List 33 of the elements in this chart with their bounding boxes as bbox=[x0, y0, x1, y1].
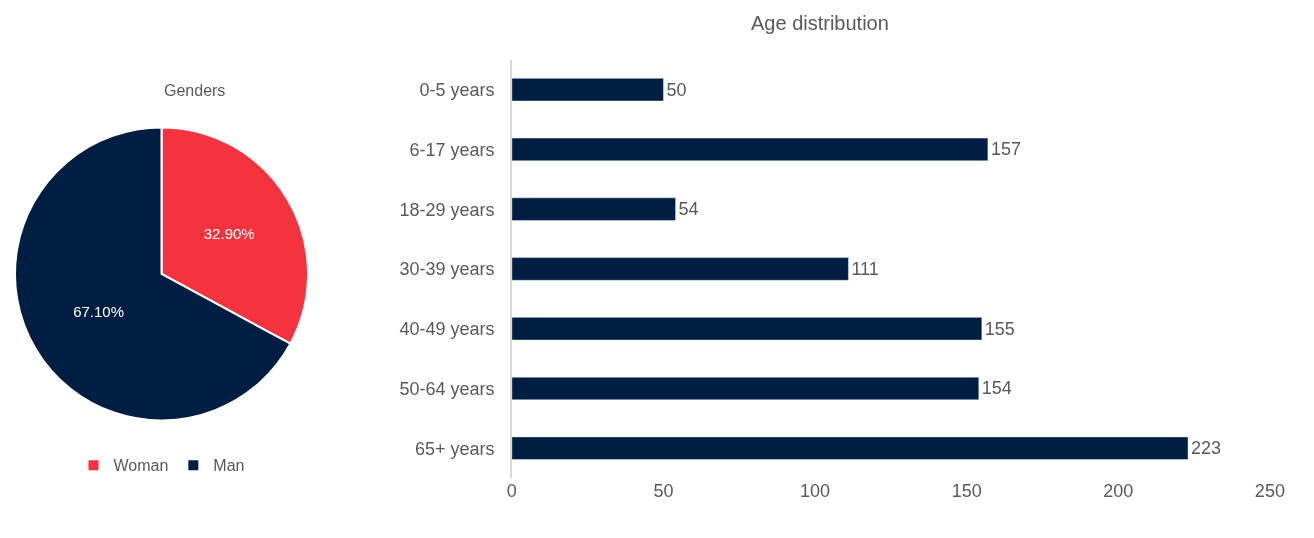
x-tick-label: 250 bbox=[1254, 481, 1285, 502]
bar bbox=[511, 78, 664, 102]
x-tick-label: 150 bbox=[951, 481, 982, 502]
bar bbox=[511, 197, 676, 221]
y-tick-label: 18-29 years bbox=[399, 199, 495, 220]
data-label: 50 bbox=[666, 79, 687, 100]
data-label: 157 bbox=[990, 139, 1021, 160]
y-tick-label: 65+ years bbox=[414, 438, 495, 459]
bar bbox=[511, 257, 849, 281]
y-tick-label: 0-5 years bbox=[419, 79, 495, 100]
bar bbox=[511, 137, 989, 162]
data-label: 223 bbox=[1191, 438, 1222, 459]
x-tick-label: 50 bbox=[653, 481, 674, 502]
chart-title: Genders bbox=[164, 82, 226, 99]
y-tick-label: 50-64 years bbox=[399, 378, 495, 399]
legend-label: Woman bbox=[113, 457, 169, 475]
y-tick-label: 30-39 years bbox=[399, 259, 495, 280]
x-tick-label: 200 bbox=[1103, 481, 1134, 502]
data-label: 54 bbox=[678, 199, 699, 220]
data-label: 155 bbox=[984, 318, 1015, 339]
x-tick-label: 0 bbox=[506, 481, 517, 502]
data-label: 111 bbox=[851, 258, 879, 279]
bar bbox=[511, 436, 1189, 460]
y-tick-label: 6-17 years bbox=[409, 139, 495, 160]
bar bbox=[511, 317, 983, 341]
chart-title: Age distribution bbox=[751, 12, 889, 34]
data-label: 154 bbox=[981, 378, 1012, 399]
legend-label: Man bbox=[213, 457, 245, 475]
bar bbox=[511, 376, 980, 401]
data-label: 67.10% bbox=[73, 302, 125, 320]
data-label: 32.90% bbox=[203, 225, 255, 243]
x-tick-label: 100 bbox=[800, 481, 831, 502]
y-tick-label: 40-49 years bbox=[399, 319, 495, 340]
